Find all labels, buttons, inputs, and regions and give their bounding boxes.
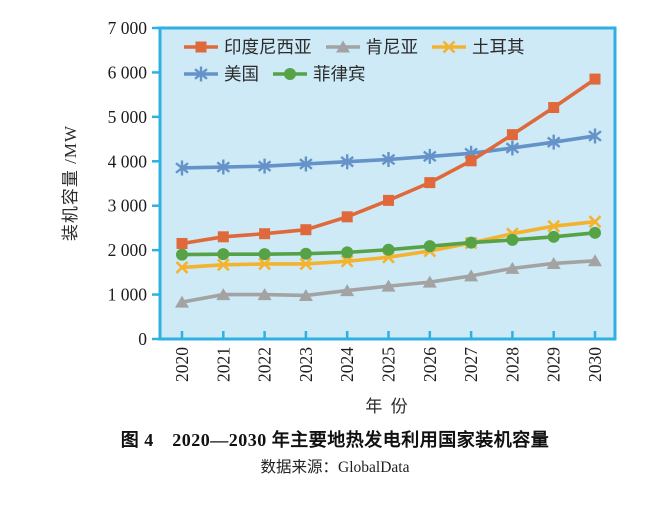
square-marker <box>341 211 353 223</box>
y-tick-label: 5 000 <box>108 107 148 127</box>
x-tick-label: 2022 <box>255 347 275 382</box>
x-tick-label: 2024 <box>337 347 357 382</box>
triangle-marker <box>335 40 350 52</box>
x-marker <box>216 258 230 272</box>
square-marker <box>217 231 229 243</box>
legend-item: 菲律宾 <box>272 61 366 86</box>
legend-label: 肯尼亚 <box>365 37 419 57</box>
triangle-marker <box>298 288 313 301</box>
triangle-marker <box>257 288 272 301</box>
legend-label: 美国 <box>224 64 259 84</box>
triangle-marker <box>464 269 479 282</box>
chart-legend: 印度尼西亚 肯尼亚 土耳其美国 菲律宾 <box>183 34 525 86</box>
x-marker <box>258 257 272 271</box>
asterisk-marker <box>194 66 208 81</box>
x-tick-label: 2020 <box>172 347 192 382</box>
x-axis-title: 年 份 <box>365 397 410 416</box>
y-tick-label: 2 000 <box>108 240 148 260</box>
circle-marker <box>547 230 560 243</box>
legend-label: 菲律宾 <box>313 64 366 84</box>
square-marker <box>383 194 394 206</box>
x-tick-label: 2027 <box>461 347 481 382</box>
x-marker <box>340 254 354 268</box>
triangle-marker <box>175 295 189 308</box>
circle-marker <box>217 248 230 261</box>
y-tick-label: 0 <box>138 329 147 349</box>
legend-label: 印度尼西亚 <box>224 37 312 57</box>
circle-marker <box>506 233 519 246</box>
data-source: 数据来源：GlobalData <box>260 459 410 476</box>
asterisk-marker <box>175 160 189 176</box>
triangle-marker <box>340 284 355 297</box>
circle-marker <box>465 236 478 249</box>
legend-marker-square-icon <box>184 41 218 52</box>
asterisk-marker <box>216 159 231 175</box>
square-marker <box>589 73 601 85</box>
circle-marker <box>589 226 601 239</box>
y-tick-label: 3 000 <box>108 196 148 216</box>
circle-marker <box>341 246 354 259</box>
circle-marker <box>284 67 296 80</box>
x-marker <box>442 40 456 53</box>
square-marker <box>176 237 188 249</box>
asterisk-marker <box>257 158 272 174</box>
triangle-marker <box>546 256 561 269</box>
legend-label: 土耳其 <box>472 37 525 57</box>
asterisk-marker <box>299 156 313 172</box>
legend-marker-triangle-icon <box>325 40 360 52</box>
asterisk-marker <box>505 140 520 156</box>
circle-marker <box>299 247 312 260</box>
legend-marker-asterisk-icon <box>184 66 218 81</box>
square-marker <box>424 177 436 189</box>
legend-marker-x-icon <box>432 40 466 53</box>
asterisk-marker <box>423 148 437 164</box>
circle-marker <box>258 248 271 261</box>
x-marker <box>588 215 602 229</box>
square-marker <box>506 129 518 141</box>
x-marker <box>547 219 561 233</box>
square-marker <box>195 41 207 52</box>
x-marker <box>299 257 313 271</box>
legend-item: 土耳其 <box>431 34 525 59</box>
x-tick-label: 2025 <box>379 347 399 382</box>
legend-marker-circle-icon <box>273 67 307 80</box>
square-marker <box>465 155 477 167</box>
x-tick-label: 2028 <box>502 347 522 382</box>
circle-marker <box>382 243 395 256</box>
y-tick-label: 1 000 <box>108 285 148 305</box>
line-chart: 0 1 000 2 000 3 000 4 000 5 000 6 000 7 000 2020… <box>61 18 617 416</box>
legend-item: 肯尼亚 <box>325 34 419 59</box>
x-marker <box>175 261 189 274</box>
x-tick-label: 2030 <box>585 347 605 382</box>
asterisk-marker <box>381 152 396 168</box>
asterisk-marker <box>546 134 561 150</box>
y-tick-label: 6 000 <box>108 62 148 82</box>
square-marker <box>548 102 560 114</box>
triangle-marker <box>381 279 396 292</box>
x-tick-label: 2023 <box>296 347 316 382</box>
legend-row: 印度尼西亚 肯尼亚 土耳其 <box>183 34 525 59</box>
triangle-marker <box>588 254 602 267</box>
circle-marker <box>423 240 436 253</box>
y-tick-label: 4 000 <box>108 151 148 171</box>
x-tick-label: 2029 <box>544 347 564 382</box>
x-tick-label: 2026 <box>420 347 440 382</box>
asterisk-marker <box>340 154 354 170</box>
triangle-marker <box>505 261 520 274</box>
y-tick-label: 7 000 <box>108 18 148 38</box>
asterisk-marker <box>588 128 602 144</box>
triangle-marker <box>422 275 437 288</box>
circle-marker <box>176 248 188 261</box>
legend-row: 美国 菲律宾 <box>183 61 525 86</box>
legend-item: 印度尼西亚 <box>183 34 312 59</box>
figure-caption: 图 4 2020—2030 年主要地热发电利用国家装机容量 <box>120 430 550 450</box>
chart-plot-area: 0 1 000 2 000 3 000 4 000 5 000 6 000 7 000 2020… <box>108 18 617 382</box>
x-tick-label: 2021 <box>213 347 233 382</box>
square-marker <box>259 228 271 240</box>
square-marker <box>300 224 312 236</box>
triangle-marker <box>216 288 231 301</box>
legend-item: 美国 <box>183 61 259 86</box>
